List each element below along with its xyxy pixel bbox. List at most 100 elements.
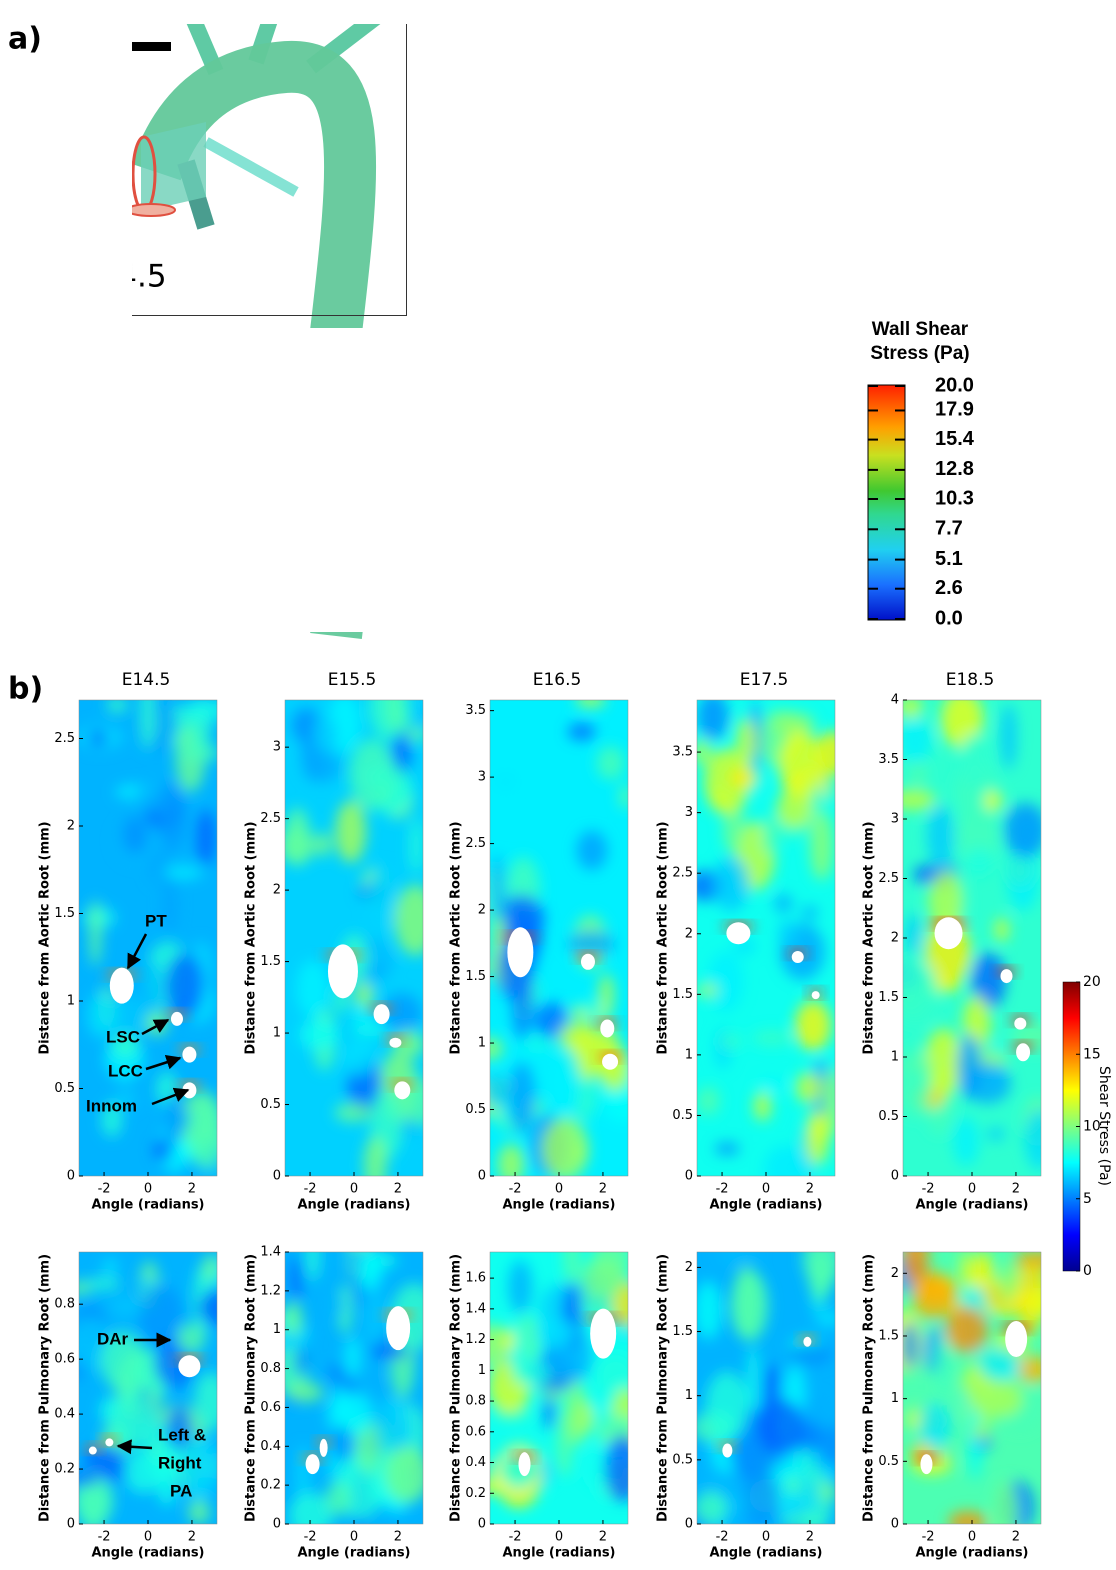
texture (203, 1253, 217, 1282)
annotation: LCC (108, 1061, 143, 1080)
column-title: E16.5 (533, 670, 582, 690)
texture (353, 1003, 369, 1026)
texture (335, 800, 367, 863)
x-tick-label: 0 (968, 1182, 976, 1197)
branch-hole (386, 1306, 411, 1351)
x-axis-label: Angle (radians) (709, 1198, 822, 1213)
y-tick-label: 0 (685, 1517, 693, 1532)
texture (543, 1394, 556, 1431)
branch (651, 2, 736, 67)
texture (187, 1098, 217, 1168)
inlet (133, 441, 155, 515)
annotation: PA (170, 1481, 192, 1500)
texture (495, 774, 517, 790)
texture (918, 1403, 951, 1448)
rendering: E14.5 (132, 24, 407, 328)
texture (926, 804, 954, 868)
texture (779, 730, 823, 801)
texture (808, 1252, 833, 1301)
y-tick-label: 0 (891, 1517, 899, 1532)
texture (736, 717, 757, 768)
texture (948, 1511, 987, 1524)
texture (194, 1371, 217, 1431)
texture (994, 917, 1009, 942)
y-tick-label: 1.5 (672, 1324, 693, 1339)
x-tick-label: -2 (716, 1182, 729, 1197)
texture (903, 789, 936, 811)
x-axis-label: Angle (radians) (709, 1546, 822, 1561)
texture (761, 818, 776, 855)
branch-hole (722, 1443, 733, 1458)
texture (394, 884, 423, 956)
heatmap-texture (79, 700, 217, 1176)
texture (122, 816, 148, 854)
texture (714, 1142, 740, 1155)
texture (697, 1086, 720, 1116)
texture (179, 744, 217, 762)
texture (952, 1116, 980, 1167)
y-axis-label: Distance from Pulmonary Root (mm) (656, 1254, 671, 1522)
branch-hole (178, 1355, 201, 1378)
heatmap (79, 700, 217, 1176)
texture (576, 830, 608, 871)
y-tick-label: 2.5 (878, 871, 899, 886)
annotation: Right (158, 1453, 202, 1472)
arrow (126, 933, 148, 970)
y-axis-label: Distance from Pulmonary Root (mm) (38, 1254, 53, 1522)
y-tick-label: 0.5 (878, 1454, 899, 1469)
colorbar-label: 17.9 (935, 399, 974, 421)
texture (604, 1434, 628, 1502)
texture (959, 1252, 973, 1290)
texture (795, 1071, 822, 1104)
texture (196, 809, 216, 866)
texture (751, 1030, 792, 1046)
branch-hole (319, 1438, 328, 1457)
texture (982, 1383, 1024, 1416)
texture (712, 856, 750, 912)
heatmap-texture (903, 1252, 1041, 1524)
texture (728, 767, 758, 789)
texture (697, 984, 719, 997)
colorbar (867, 384, 906, 621)
texture (124, 1450, 163, 1494)
texture (903, 1321, 919, 1369)
texture (103, 1258, 118, 1276)
texture (967, 846, 992, 877)
branch-hole (726, 922, 751, 945)
texture (596, 1415, 628, 1436)
heatmap (697, 700, 835, 1176)
y-tick-label: 0.5 (260, 1097, 281, 1112)
x-tick-label: 2 (188, 1530, 196, 1545)
arrow (151, 1087, 190, 1106)
colorbar-label: 10 (1083, 1119, 1101, 1135)
colorbar-title: Shear Stress (Pa) (1096, 1066, 1112, 1186)
texture (550, 1046, 581, 1118)
texture (785, 1475, 801, 1495)
texture (564, 1380, 588, 1447)
colorbar-label: 20 (1083, 974, 1101, 990)
x-tick-label: 2 (599, 1182, 607, 1197)
colorbar-label: 12.8 (935, 458, 974, 480)
texture (79, 1472, 101, 1487)
texture (490, 1073, 510, 1108)
texture (490, 854, 505, 920)
x-axis-label: Angle (radians) (915, 1198, 1028, 1213)
texture (596, 746, 625, 780)
heatmap (903, 700, 1041, 1176)
y-tick-label: 1.5 (878, 990, 899, 1005)
texture (332, 1292, 345, 1318)
texture (384, 1446, 423, 1503)
stage-label: E17.5 (78, 563, 167, 599)
texture (312, 715, 338, 754)
texture (758, 1078, 787, 1092)
texture (142, 959, 163, 1026)
x-tick-label: 0 (350, 1182, 358, 1197)
texture (535, 1318, 576, 1348)
texture (581, 1000, 604, 1018)
y-axis-label: Distance from Aortic Root (mm) (38, 821, 53, 1054)
x-tick-label: 0 (144, 1530, 152, 1545)
texture (490, 1478, 509, 1494)
x-tick-label: 2 (1012, 1182, 1020, 1197)
texture (327, 1362, 350, 1384)
y-tick-label: 0.4 (465, 1455, 486, 1470)
